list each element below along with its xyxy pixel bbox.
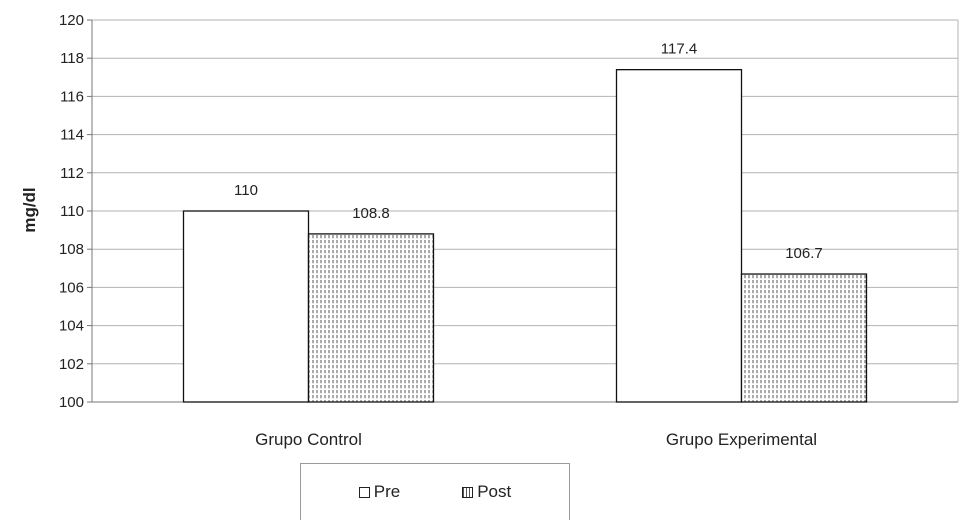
legend-swatch-pre [358, 486, 370, 498]
y-tick-label: 100 [59, 394, 84, 411]
bars [182, 69, 868, 403]
y-tick-label: 108 [59, 241, 84, 258]
data-label-pre-2: 117.4 [661, 41, 697, 58]
y-axis-title: mg/dl [20, 187, 39, 232]
y-tick-label: 114 [60, 127, 84, 144]
y-tick-label: 102 [59, 356, 84, 373]
data-label-pre-1: 110 [234, 182, 258, 199]
y-tick-label: 118 [60, 50, 84, 67]
y-tick-label: 106 [59, 279, 84, 296]
legend-label-pre: Pre [373, 482, 401, 501]
legend: Pre Post [300, 463, 570, 520]
bar-post-1 [307, 233, 435, 403]
y-tick-label: 120 [59, 12, 84, 29]
legend-label-post: Post [477, 482, 512, 501]
legend-swatch-post [462, 486, 474, 498]
y-tick-label: 104 [59, 318, 84, 335]
y-tick-label: 110 [60, 203, 84, 220]
y-tick-label: 112 [60, 165, 84, 182]
bar-post-2 [740, 273, 868, 403]
x-category-label: Grupo Experimental [666, 430, 817, 449]
legend-item-pre: Pre [358, 482, 401, 502]
bar-pre-2 [615, 69, 743, 403]
data-label-post-2: 106.7 [785, 245, 823, 262]
x-category-label: Grupo Control [255, 430, 362, 449]
data-label-post-1: 108.8 [352, 205, 390, 222]
labels: 100 102 104 106 108 110 112 114 116 118 120 110 108.… [59, 12, 823, 449]
bar-pre-1 [182, 210, 310, 403]
legend-item-post: Post [462, 482, 511, 502]
y-tick-label: 116 [60, 88, 84, 105]
